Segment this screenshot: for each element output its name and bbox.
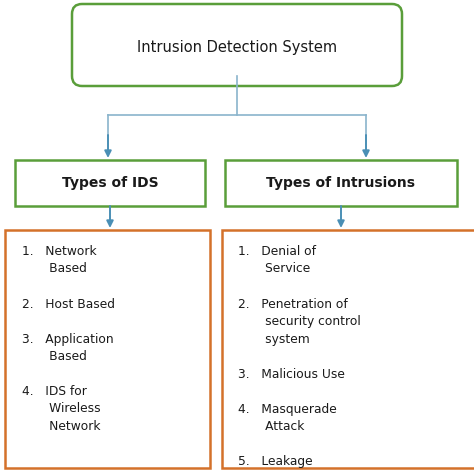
- Text: Intrusion Detection System: Intrusion Detection System: [137, 39, 337, 55]
- Text: 1.   Denial of
       Service

2.   Penetration of
       security control
     : 1. Denial of Service 2. Penetration of s…: [238, 245, 361, 468]
- Text: Types of Intrusions: Types of Intrusions: [266, 176, 416, 190]
- FancyBboxPatch shape: [222, 230, 474, 468]
- FancyBboxPatch shape: [5, 230, 210, 468]
- Text: 1.   Network
       Based

2.   Host Based

3.   Application
       Based

4.   : 1. Network Based 2. Host Based 3. Applic…: [22, 245, 115, 433]
- Text: Types of IDS: Types of IDS: [62, 176, 158, 190]
- FancyBboxPatch shape: [15, 160, 205, 206]
- FancyBboxPatch shape: [72, 4, 402, 86]
- FancyBboxPatch shape: [225, 160, 457, 206]
